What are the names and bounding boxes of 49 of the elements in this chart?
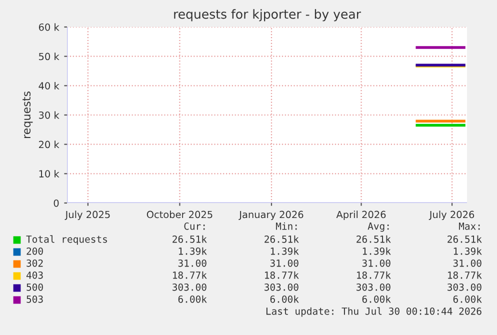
text: 26.51k bbox=[172, 235, 207, 243]
text: Last update: Thu Jul 30 00:10:44 2026 bbox=[266, 307, 482, 317]
x-tick-label: April 2026 bbox=[336, 210, 386, 220]
legend-label: 503 bbox=[26, 295, 43, 303]
text: 26.51k bbox=[448, 235, 482, 243]
text: 6.00k bbox=[270, 295, 299, 303]
text: 6.00k bbox=[178, 295, 207, 303]
y-tick-label: 40 k bbox=[38, 82, 60, 90]
x-tick-label: October 2025 bbox=[146, 210, 212, 218]
text: 303.00 bbox=[172, 283, 206, 291]
text: Avg: bbox=[368, 222, 389, 232]
x-tick-label: July 2026 bbox=[428, 210, 474, 220]
text: 31.00 bbox=[362, 259, 390, 267]
text: 18.77k bbox=[357, 271, 391, 279]
chart-title: requests for kjporter - by year bbox=[174, 9, 361, 22]
text: 6.00k bbox=[362, 295, 391, 303]
y-tick-label: 60 k bbox=[38, 23, 60, 31]
legend-label: 403 bbox=[26, 271, 43, 279]
y-tick-label: 10 k bbox=[39, 170, 60, 178]
x-tick-label: January 2026 bbox=[238, 210, 304, 220]
y-tick-label: 0 bbox=[54, 199, 59, 207]
legend-label: 200 bbox=[26, 247, 43, 255]
text: 18.77k bbox=[265, 271, 299, 279]
legend-label: 302 bbox=[26, 259, 43, 267]
text: 6.00k bbox=[453, 295, 482, 303]
text: 303.00 bbox=[264, 283, 298, 291]
text: 303.00 bbox=[356, 283, 390, 291]
text: Cur: bbox=[184, 222, 205, 230]
y-tick-label: 50 k bbox=[39, 52, 60, 60]
text: 26.51k bbox=[356, 235, 391, 243]
text: 18.77k bbox=[448, 271, 482, 279]
y-tick-label: 20 k bbox=[38, 140, 60, 148]
x-tick-label: July 2025 bbox=[64, 210, 110, 220]
legend-label: 500 bbox=[26, 283, 43, 291]
text: 1.39k bbox=[178, 247, 207, 255]
text: Max: bbox=[458, 222, 480, 230]
text: 31.00 bbox=[270, 259, 298, 267]
text: 31.00 bbox=[453, 259, 482, 267]
text: Min: bbox=[276, 222, 297, 230]
text: 1.39k bbox=[270, 247, 299, 255]
y-tick-label: 30 k bbox=[39, 111, 60, 119]
text: 31.00 bbox=[178, 259, 206, 267]
text: 303.00 bbox=[448, 283, 482, 291]
text: 1.39k bbox=[362, 247, 391, 255]
y-axis-title: requests bbox=[22, 92, 33, 138]
text: 1.39k bbox=[454, 247, 482, 255]
text: 18.77k bbox=[173, 271, 207, 279]
legend-label: Total requests bbox=[26, 235, 107, 245]
text: 26.51k bbox=[264, 235, 299, 243]
